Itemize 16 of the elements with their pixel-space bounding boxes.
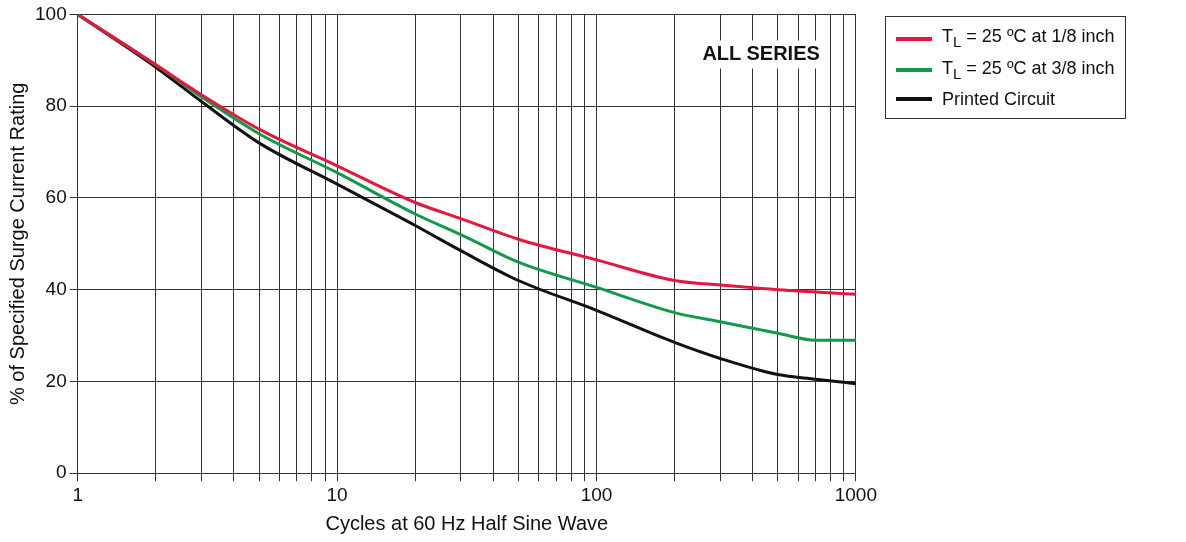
y-tick-label: 20 <box>45 369 67 391</box>
x-tick-label: 1 <box>72 483 83 505</box>
y-tick-label: 80 <box>45 94 67 116</box>
legend-label: T$_{L}$ = 25 ºC at 3/8 inch <box>942 56 1115 84</box>
y-tick-label: 60 <box>45 186 67 208</box>
y-tick-label: 0 <box>56 461 67 483</box>
x-tick-label: 1000 <box>834 483 878 505</box>
x-tick-label: 10 <box>326 483 348 505</box>
legend-label: Printed Circuit <box>942 88 1056 112</box>
annotation: ALL SERIES <box>702 41 820 64</box>
x-axis-title: Cycles at 60 Hz Half Sine Wave <box>325 511 609 534</box>
y-tick-label: 40 <box>45 277 67 299</box>
x-tick-label: 100 <box>580 483 613 505</box>
legend-label: T$_{L}$ = 25 ºC at 1/8 inch <box>942 25 1115 52</box>
y-axis-title: % of Specified Surge Current Rating <box>5 82 28 405</box>
y-tick-label: 100 <box>35 2 67 24</box>
